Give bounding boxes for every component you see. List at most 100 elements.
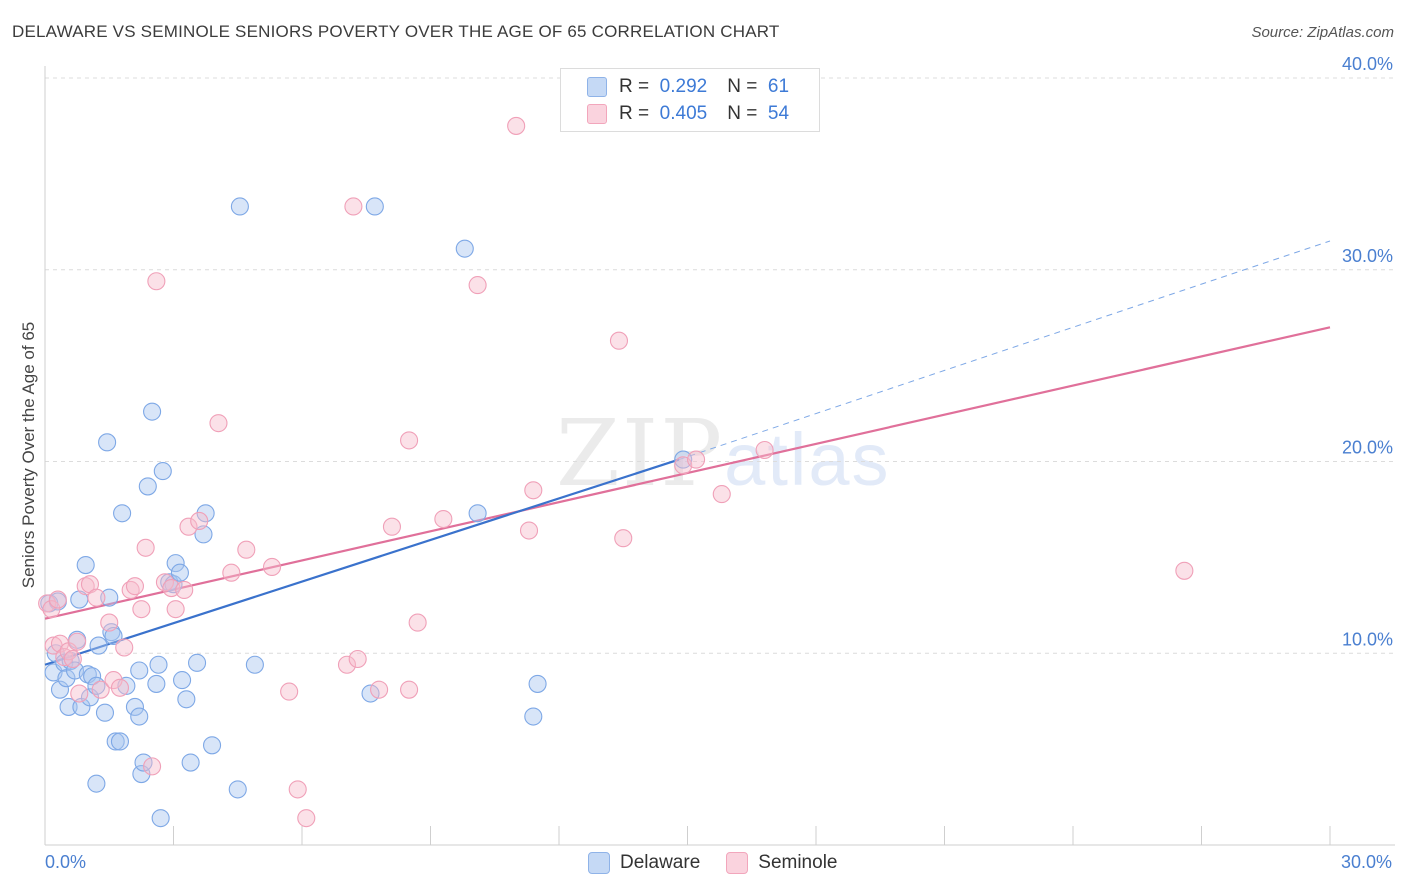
seminole-point [125,577,144,596]
legend-item-delaware: Delaware [588,852,700,874]
delaware-point [110,732,130,751]
seminole-point [262,557,282,577]
legend-swatch-delaware [588,852,610,874]
delaware-point [106,732,125,751]
delaware-point [59,697,78,716]
seminole-point [132,600,151,619]
tick-labels: 10.0% 20.0% 30.0% 40.0% 0.0% 30.0% [45,54,1393,872]
legend-row-delaware: R = 0.292 N = 61 [587,74,789,100]
seminole-point [288,780,307,799]
seminole-point [91,680,110,699]
seminole-point [755,440,774,460]
seminole-point [115,638,134,657]
x-tick-label: 0.0% [45,852,86,872]
seminole-point [337,655,357,674]
seminole-point [147,272,166,291]
delaware-point [130,661,149,680]
delaware-point [130,707,149,726]
seminole-point [687,450,706,469]
stats-legend: R = 0.292 N = 61 R = 0.405 N = 54 [560,68,820,132]
delaware-point [95,703,115,722]
delaware-trend-extension [678,240,1331,461]
y-tick-label: 40.0% [1342,54,1393,74]
seminole-point [70,684,89,703]
delaware-point [455,239,474,258]
delaware-point [147,674,166,693]
seminole-point [344,197,363,216]
seminole-point [408,613,427,632]
delaware-point [143,402,162,421]
seminole-point [136,538,155,557]
legend-item-seminole: Seminole [726,852,837,874]
delaware-point [228,780,247,799]
delaware-point [468,504,487,523]
delaware-point [83,667,102,686]
seminole-point [382,517,402,536]
seminole-point [190,511,209,530]
delaware-point [113,504,132,523]
legend-label-delaware: Delaware [620,852,701,873]
seminole-point [297,809,316,828]
data-points [38,116,1194,828]
seminole-point [400,680,419,699]
delaware-point [173,671,192,690]
seminole-point [222,563,241,582]
delaware-point [674,450,693,469]
y-tick-label: 30.0% [1342,246,1393,266]
legend-swatch-seminole [587,104,607,124]
seminole-point [609,331,629,350]
delaware-point [125,697,144,716]
seminole-point [175,580,194,600]
seminole-point [48,590,67,609]
seminole-point [468,276,487,295]
watermark: ZIPatlas [556,400,890,507]
legend-label-seminole: Seminole [758,852,838,873]
seminole-point [348,649,367,669]
legend-n-value: 54 [767,103,790,124]
legend-row-seminole: R = 0.405 N = 54 [587,101,789,127]
watermark-zip: ZIP [556,400,725,507]
delaware-point [528,674,547,693]
seminole-point [1175,561,1194,580]
seminole-point [524,481,543,500]
delaware-point [153,462,172,481]
delaware-trend-line [44,458,680,666]
delaware-point [203,736,222,755]
delaware-point [170,563,189,582]
axes [44,66,1395,846]
source-label: Source: ZipAtlas.com [1251,24,1394,41]
delaware-point [149,655,168,674]
delaware-point [50,680,70,699]
legend-r-label: R = [619,76,650,97]
seminole-point [143,757,162,776]
y-axis-title: Seniors Poverty Over the Age of 65 [19,322,38,588]
seminole-point [712,485,731,504]
x-tick-label: 30.0% [1341,852,1392,872]
delaware-point [196,504,215,523]
y-tick-label: 20.0% [1342,438,1393,458]
legend-r-value: 0.405 [659,103,708,124]
seminole-point [87,588,106,607]
delaware-point [104,626,123,646]
seminole-point [237,540,256,559]
seminole-point [68,632,87,651]
delaware-point [177,690,196,709]
delaware-point [181,753,200,772]
delaware-point [194,525,213,544]
seminole-point [519,521,539,540]
seminole-point [100,613,119,632]
seminole-point [507,116,526,135]
series-legend: Delaware Seminole [588,852,863,874]
delaware-point [98,433,117,452]
y-tick-label: 10.0% [1342,629,1393,649]
delaware-point [76,555,95,575]
seminole-point [280,682,299,701]
seminole-point [614,529,633,548]
seminole-point [63,649,82,669]
legend-n-value: 61 [767,76,790,97]
seminole-point [370,680,389,699]
legend-r-value: 0.292 [659,76,708,97]
legend-n-label: N = [727,76,758,97]
delaware-point [524,707,543,726]
